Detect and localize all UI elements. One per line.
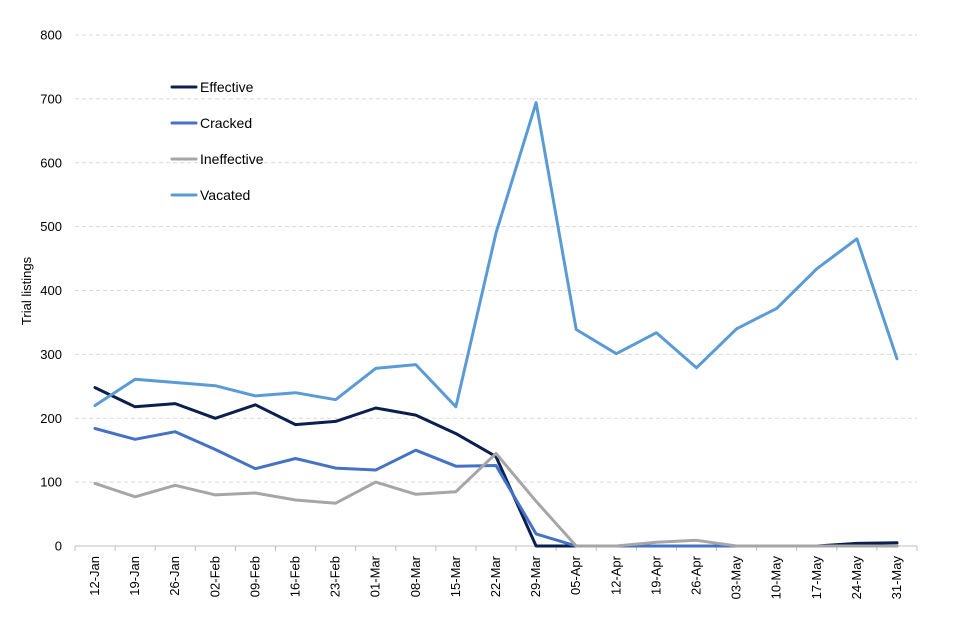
legend-label-ineffective: Ineffective bbox=[200, 151, 264, 167]
x-tick-label: 31-May bbox=[889, 556, 904, 600]
y-tick-label: 600 bbox=[40, 155, 62, 170]
x-tick-label: 05-Apr bbox=[568, 555, 583, 595]
x-tick-label: 26-Apr bbox=[688, 555, 703, 595]
y-tick-label: 400 bbox=[40, 283, 62, 298]
x-tick-label: 24-May bbox=[849, 556, 864, 600]
x-tick-label: 08-Mar bbox=[408, 555, 423, 597]
series-line-cracked bbox=[93, 427, 899, 548]
legend-label-effective: Effective bbox=[200, 79, 254, 95]
legend-label-vacated: Vacated bbox=[200, 187, 250, 203]
x-tick-label: 03-May bbox=[729, 556, 744, 600]
x-tick-label: 29-Mar bbox=[528, 555, 543, 597]
x-tick-label: 12-Jan bbox=[87, 556, 102, 596]
y-axis-title: Trial listings bbox=[19, 256, 34, 325]
gridlines bbox=[75, 34, 917, 483]
y-tick-label: 800 bbox=[40, 28, 62, 43]
x-tick-label: 12-Apr bbox=[608, 555, 623, 595]
x-tick-label: 23-Feb bbox=[328, 556, 343, 597]
y-tick-label: 0 bbox=[55, 539, 62, 554]
y-tick-label: 200 bbox=[40, 411, 62, 426]
x-tick-label: 16-Feb bbox=[288, 556, 303, 597]
x-tick-label: 15-Mar bbox=[448, 555, 463, 597]
x-tick-label: 19-Apr bbox=[648, 555, 663, 595]
x-tick-label: 22-Mar bbox=[488, 555, 503, 597]
series-line-ineffective bbox=[93, 451, 899, 548]
legend-label-cracked: Cracked bbox=[200, 115, 252, 131]
y-tick-label: 500 bbox=[40, 219, 62, 234]
x-tick-label: 17-May bbox=[809, 556, 824, 600]
x-tick-label: 10-May bbox=[769, 556, 784, 600]
x-tick-label: 01-Mar bbox=[368, 555, 383, 597]
series-line-vacated bbox=[93, 101, 899, 409]
legend: Effective Cracked Ineffective Vacated bbox=[170, 79, 264, 203]
y-tick-label: 700 bbox=[40, 91, 62, 106]
x-tick-label: 19-Jan bbox=[127, 556, 142, 596]
series-lines bbox=[93, 101, 899, 548]
y-tick-label: 300 bbox=[40, 347, 62, 362]
x-tick-label: 26-Jan bbox=[167, 556, 182, 596]
x-tick-label: 09-Feb bbox=[247, 556, 262, 597]
y-tick-label: 100 bbox=[40, 475, 62, 490]
axes: 0 100 200 300 400 500 600 700 800 12-Jan 19-Jan 26-… bbox=[40, 28, 918, 600]
x-tick-label: 02-Feb bbox=[207, 556, 222, 597]
